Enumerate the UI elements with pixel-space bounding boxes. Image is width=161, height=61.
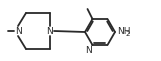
Text: N: N [47, 26, 53, 36]
Text: N: N [15, 26, 21, 36]
Text: NH: NH [117, 28, 131, 36]
Text: 2: 2 [126, 30, 130, 36]
Text: N: N [85, 46, 91, 55]
